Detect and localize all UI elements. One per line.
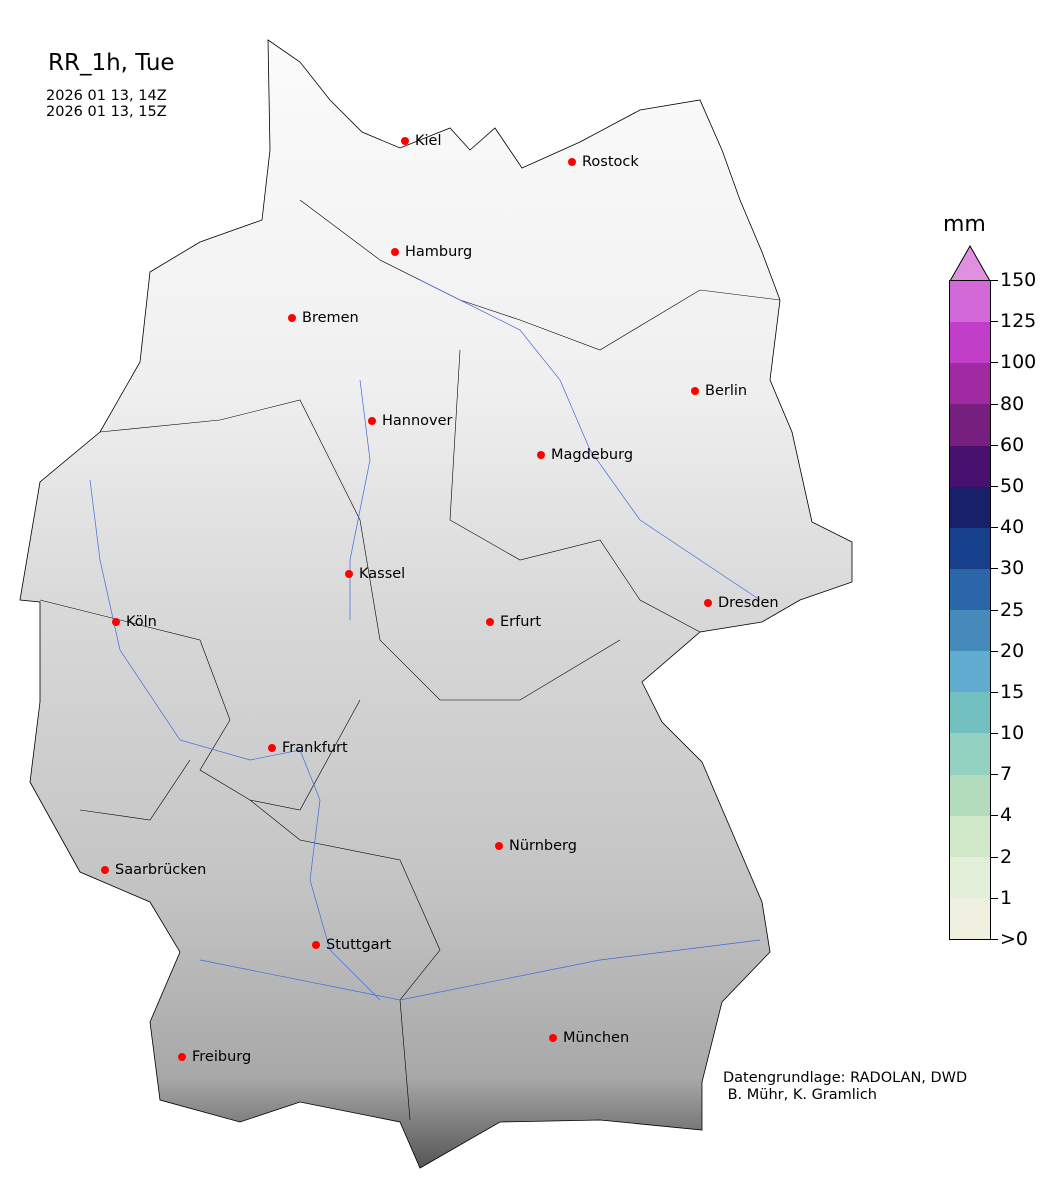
city-label: Erfurt xyxy=(486,614,541,630)
colorbar-tick: 15 xyxy=(991,681,1024,703)
colorbar-tick: 4 xyxy=(991,804,1012,826)
city-dot xyxy=(549,1034,557,1042)
city-label: Frankfurt xyxy=(268,740,348,756)
colorbar-segment xyxy=(950,486,990,528)
city-dot xyxy=(391,248,399,256)
colorbar-segment xyxy=(950,733,990,775)
colorbar-tick: 25 xyxy=(991,599,1024,621)
city-dot xyxy=(537,451,545,459)
city-label: Magdeburg xyxy=(537,447,633,463)
colorbar-tick: 80 xyxy=(991,393,1024,415)
colorbar-segment xyxy=(950,445,990,487)
city-label: Stuttgart xyxy=(312,937,391,953)
city-dot xyxy=(288,314,296,322)
colorbar-segment xyxy=(950,610,990,652)
colorbar-segment xyxy=(950,897,990,939)
colorbar-tick: 1 xyxy=(991,887,1012,909)
colorbar-segment xyxy=(950,322,990,364)
colorbar-tick: 100 xyxy=(991,351,1036,373)
colorbar-segment xyxy=(950,774,990,816)
city-dot xyxy=(401,137,409,145)
city-dot xyxy=(101,866,109,874)
rivers xyxy=(89,279,761,1001)
city-label: Berlin xyxy=(691,383,747,399)
colorbar-tick: 50 xyxy=(991,475,1024,497)
colorbar-tick: >0 xyxy=(991,928,1028,950)
colorbar xyxy=(949,280,991,940)
credit: Datengrundlage: RADOLAN, DWD B. Mühr, K.… xyxy=(723,1070,968,1103)
city-dot xyxy=(312,941,320,949)
city-label: Hamburg xyxy=(391,244,472,260)
colorbar-tick: 125 xyxy=(991,310,1036,332)
city-dot xyxy=(112,618,120,626)
city-dot xyxy=(486,618,494,626)
colorbar-segment xyxy=(950,692,990,734)
colorbar-segment xyxy=(950,363,990,405)
city-label: Hannover xyxy=(368,413,453,429)
map-title: RR_1h, Tue xyxy=(48,50,175,76)
colorbar-segment xyxy=(950,404,990,446)
colorbar-segment xyxy=(950,281,990,323)
city-label: Saarbrücken xyxy=(101,862,206,878)
city-dot xyxy=(495,842,503,850)
colorbar-segment xyxy=(950,856,990,898)
city-dot xyxy=(704,599,712,607)
colorbar-segment xyxy=(950,527,990,569)
city-label: Bremen xyxy=(288,310,359,326)
city-label: München xyxy=(549,1030,629,1046)
city-dot xyxy=(691,387,699,395)
city-dot xyxy=(345,570,353,578)
colorbar-segment xyxy=(950,568,990,610)
time-end: 2026 01 13, 15Z xyxy=(46,104,167,120)
colorbar-tick: 2 xyxy=(991,846,1012,868)
colorbar-tick: 10 xyxy=(991,722,1024,744)
germany-outline xyxy=(19,39,853,1169)
city-label: Freiburg xyxy=(178,1049,251,1065)
colorbar-segment xyxy=(950,815,990,857)
colorbar-tick: 40 xyxy=(991,516,1024,538)
colorbar-tick: 30 xyxy=(991,557,1024,579)
city-label: Dresden xyxy=(704,595,779,611)
city-dot xyxy=(568,158,576,166)
colorbar-tick: 7 xyxy=(991,763,1012,785)
city-dot xyxy=(268,744,276,752)
city-label: Köln xyxy=(112,614,157,630)
colorbar-unit: mm xyxy=(943,212,986,237)
time-start: 2026 01 13, 14Z xyxy=(46,88,167,104)
colorbar-tick: 20 xyxy=(991,640,1024,662)
city-dot xyxy=(368,417,376,425)
colorbar-extend-arrow xyxy=(949,245,991,281)
city-label: Kassel xyxy=(345,566,405,582)
colorbar-tick: 60 xyxy=(991,434,1024,456)
state-borders xyxy=(39,199,781,1121)
colorbar-segment xyxy=(950,651,990,693)
colorbar-tick: 150 xyxy=(991,269,1036,291)
city-label: Nürnberg xyxy=(495,838,577,854)
city-label: Rostock xyxy=(568,154,639,170)
city-dot xyxy=(178,1053,186,1061)
city-label: Kiel xyxy=(401,133,442,149)
